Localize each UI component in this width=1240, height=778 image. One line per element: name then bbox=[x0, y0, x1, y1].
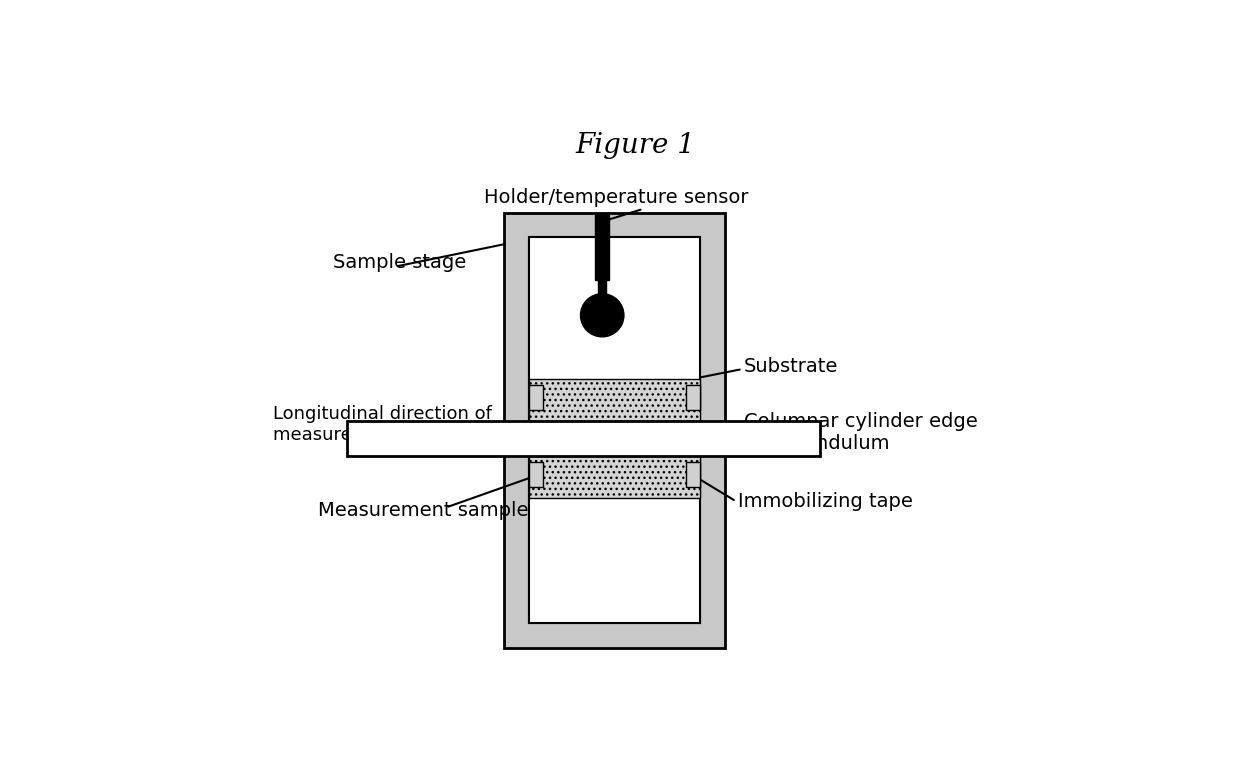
Text: Figure 1: Figure 1 bbox=[575, 132, 696, 159]
Text: Measurement sample: Measurement sample bbox=[317, 501, 528, 520]
Text: Holder/temperature sensor: Holder/temperature sensor bbox=[484, 188, 749, 207]
Bar bbox=[528, 456, 699, 499]
Bar bbox=[528, 237, 699, 422]
Bar bbox=[347, 422, 820, 456]
Bar bbox=[528, 379, 699, 422]
Text: Immobilizing tape: Immobilizing tape bbox=[738, 492, 913, 511]
Bar bbox=[528, 456, 699, 623]
Bar bbox=[503, 212, 724, 648]
Bar bbox=[599, 250, 606, 294]
Circle shape bbox=[580, 294, 624, 337]
Text: Columnar cylinder edge
with pendulum: Columnar cylinder edge with pendulum bbox=[744, 412, 978, 453]
Bar bbox=[686, 462, 699, 487]
Text: Longitudinal direction of
measurement sample: Longitudinal direction of measurement sa… bbox=[273, 405, 492, 444]
Text: Sample stage: Sample stage bbox=[334, 254, 466, 272]
Bar bbox=[686, 385, 699, 410]
Bar bbox=[595, 212, 609, 280]
Bar bbox=[528, 237, 699, 623]
Text: Substrate: Substrate bbox=[744, 357, 838, 377]
Bar bbox=[528, 385, 543, 410]
Bar bbox=[528, 462, 543, 487]
